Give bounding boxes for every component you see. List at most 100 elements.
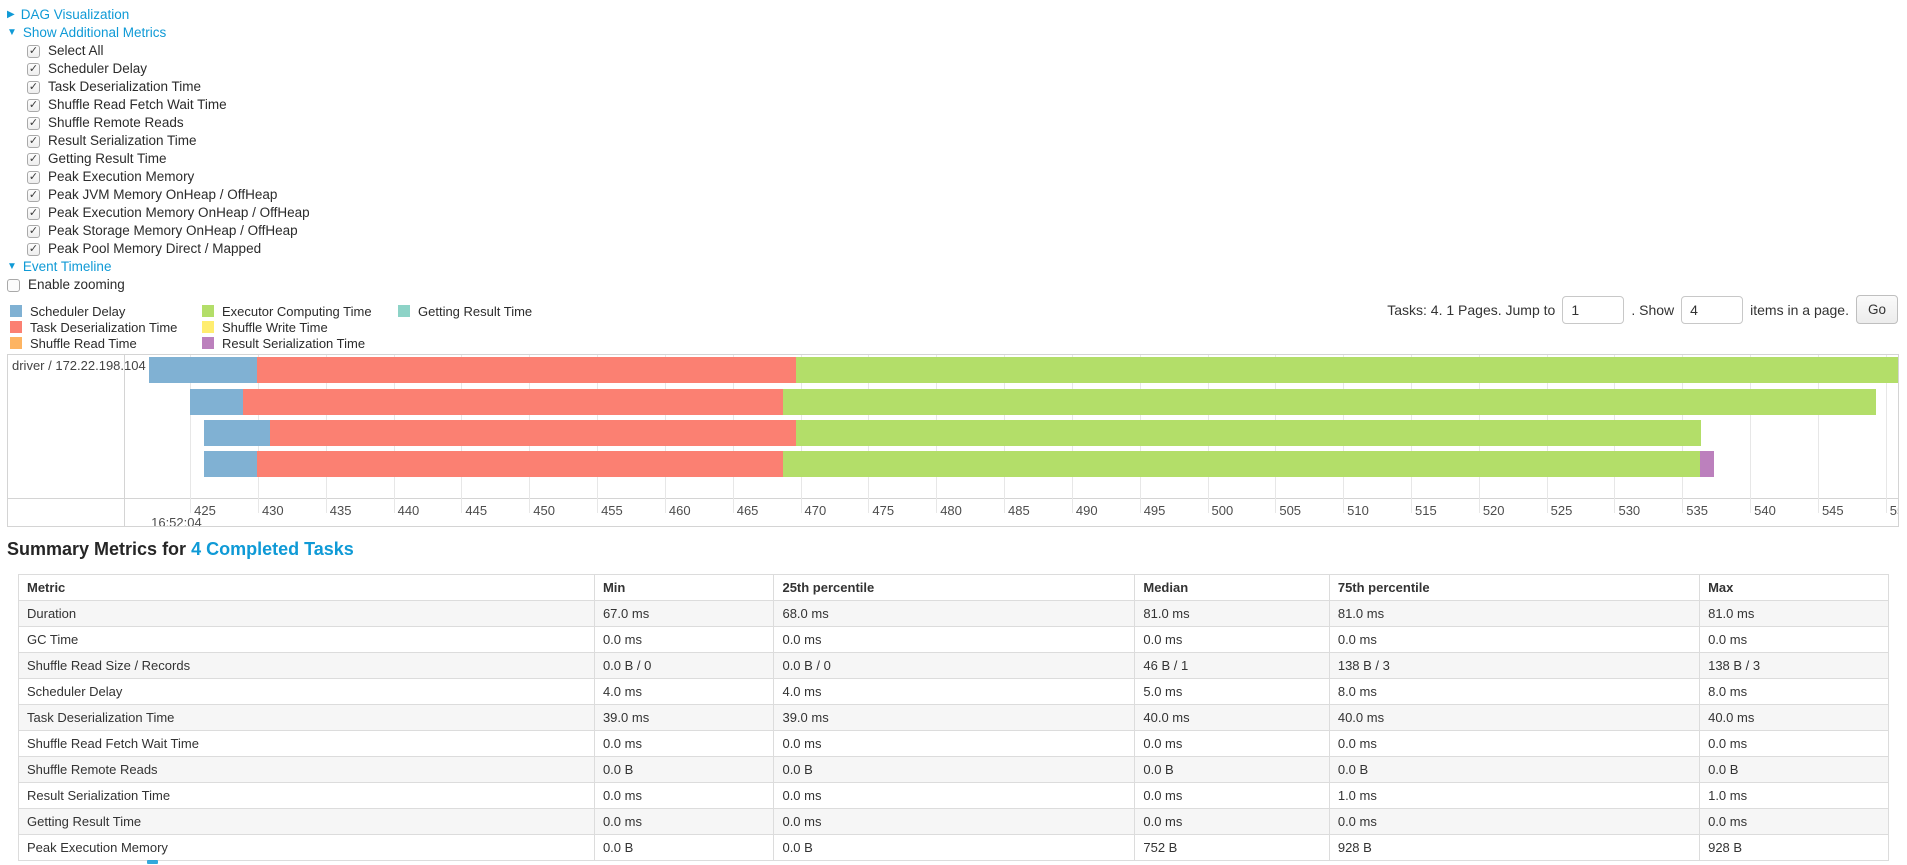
legend-label: Shuffle Write Time xyxy=(222,319,328,335)
task-bar-segment-scheduler_delay[interactable] xyxy=(203,451,257,477)
metric-value-cell: 40.0 ms xyxy=(1328,704,1701,731)
expanded-arrow-icon: ▼ xyxy=(7,261,17,272)
timeline-gridline xyxy=(1885,355,1887,513)
metric-checkbox-label: Peak Execution Memory OnHeap / OffHeap xyxy=(48,205,310,220)
timeline-plot-area: 425 430 435 440 445 450 455 460 465 470 475 480 485 4… xyxy=(125,355,1898,526)
metric-checkbox-row: ✓ Result Serialization Time xyxy=(27,132,310,150)
task-bar-segment-executor_computing[interactable] xyxy=(796,357,1898,383)
task-bar-segment-result_serialization[interactable] xyxy=(1699,451,1714,477)
timeline-tick-label: 455 xyxy=(601,503,623,518)
legend-label: Shuffle Read Time xyxy=(30,335,137,351)
metric-value-cell: 0.0 ms xyxy=(773,626,1136,653)
metric-checkbox-label: Peak Execution Memory xyxy=(48,169,195,184)
dag-visualization-label: DAG Visualization xyxy=(20,7,130,22)
task-bar-segment-scheduler_delay[interactable] xyxy=(190,389,243,415)
metric-checkbox[interactable]: ✓ xyxy=(27,170,40,184)
metric-checkbox-label: Select All xyxy=(48,43,104,58)
metric-value-cell: 0.0 ms xyxy=(773,730,1136,757)
tasks-pagination-mid-label: . Show xyxy=(1631,301,1675,318)
metric-checkbox-label: Shuffle Read Fetch Wait Time xyxy=(48,97,227,112)
timeline-tick-label: 430 xyxy=(261,503,284,518)
timeline-tick-label: 510 xyxy=(1347,503,1369,518)
metric-value-cell: 0.0 B xyxy=(1134,756,1330,783)
timeline-tick-label: 440 xyxy=(397,503,420,518)
metric-value-cell: 0.0 B / 0 xyxy=(773,652,1136,679)
metric-name-cell: Task Deserialization Time xyxy=(18,704,595,731)
metric-value-cell: 0.0 ms xyxy=(1134,782,1330,809)
metric-value-cell: 0.0 ms xyxy=(593,782,775,809)
timeline-tick-label: 500 xyxy=(1211,503,1234,518)
collapsed-arrow-icon: ▶ xyxy=(7,9,15,20)
task-bar-segment-executor_computing[interactable] xyxy=(796,420,1702,446)
task-bar-segment-task_deserialization[interactable] xyxy=(256,357,797,383)
metric-value-cell: 0.0 ms xyxy=(1699,626,1889,653)
enable-zooming-checkbox[interactable] xyxy=(7,278,20,292)
metric-checkbox-row: ✓ Select All xyxy=(27,42,310,60)
timeline-gridline xyxy=(190,355,192,513)
metric-name-cell: Result Serialization Time xyxy=(18,782,595,809)
metric-value-cell: 8.0 ms xyxy=(1328,678,1701,705)
legend-item: Scheduler Delay xyxy=(10,303,202,319)
metric-name-cell: Shuffle Remote Reads xyxy=(18,756,595,783)
tasks-pagination-suffix-label: items in a page. xyxy=(1750,301,1849,318)
show-additional-metrics-link[interactable]: ▼ Show Additional Metrics xyxy=(7,24,310,42)
metric-value-cell: 0.0 B xyxy=(593,756,775,783)
metric-checkbox[interactable]: ✓ xyxy=(27,206,40,220)
metric-checkbox[interactable]: ✓ xyxy=(27,242,40,256)
task-bar-segment-executor_computing[interactable] xyxy=(782,389,1877,415)
event-timeline-label: Event Timeline xyxy=(22,259,112,274)
legend-label: Getting Result Time xyxy=(418,303,533,319)
metric-checkbox[interactable]: ✓ xyxy=(27,80,40,94)
metric-checkbox[interactable]: ✓ xyxy=(27,188,40,202)
metric-checkbox-label: Peak JVM Memory OnHeap / OffHeap xyxy=(48,187,278,202)
go-button[interactable]: Go xyxy=(1855,295,1898,324)
legend-swatch xyxy=(398,305,410,317)
metric-checkbox[interactable]: ✓ xyxy=(27,134,40,148)
summary-metrics-title: Summary Metrics for 4 Completed Tasks xyxy=(7,539,354,560)
metric-checkbox[interactable]: ✓ xyxy=(27,116,40,130)
task-bar-segment-task_deserialization[interactable] xyxy=(256,451,783,477)
timeline-tick-label: 460 xyxy=(668,503,691,518)
metric-value-cell: 138 B / 3 xyxy=(1699,652,1889,679)
metric-value-cell: 46 B / 1 xyxy=(1134,652,1330,679)
metric-checkbox[interactable]: ✓ xyxy=(27,44,40,58)
legend-item: Task Deserialization Time xyxy=(10,319,202,335)
metric-checkbox[interactable]: ✓ xyxy=(27,152,40,166)
metric-checkbox[interactable]: ✓ xyxy=(27,98,40,112)
tasks-pagination-label: Tasks: 4. 1 Pages. Jump to xyxy=(1387,301,1556,318)
dag-visualization-link[interactable]: ▶ DAG Visualization xyxy=(7,6,310,24)
show-items-input[interactable] xyxy=(1681,295,1744,324)
metric-value-cell: 0.0 B xyxy=(773,834,1136,861)
metric-value-cell: 39.0 ms xyxy=(773,704,1136,731)
task-bar-segment-task_deserialization[interactable] xyxy=(243,389,783,415)
completed-tasks-link[interactable]: 4 Completed Tasks xyxy=(191,539,354,559)
expanded-arrow-icon: ▼ xyxy=(7,27,17,38)
timeline-major-tick-label: 16:52:04 xyxy=(151,515,202,526)
timeline-tick-label: 505 xyxy=(1279,503,1302,518)
table-header-cell: Max xyxy=(1699,574,1889,601)
task-bar-segment-task_deserialization[interactable] xyxy=(270,420,797,446)
metric-value-cell: 0.0 ms xyxy=(1328,626,1701,653)
jump-to-page-input[interactable] xyxy=(1562,295,1625,324)
metric-checkbox-row: ✓ Shuffle Remote Reads xyxy=(27,114,310,132)
legend-item: Result Serialization Time xyxy=(202,335,398,351)
metric-checkbox-row: ✓ Peak Storage Memory OnHeap / OffHeap xyxy=(27,222,310,240)
executor-group-pane: driver / 172.22.198.104 xyxy=(8,355,146,526)
event-timeline-link[interactable]: ▼ Event Timeline xyxy=(7,258,310,276)
table-row: Result Serialization Time 0.0 ms 0.0 ms 0.0… xyxy=(18,782,1889,809)
executor-group-label: driver / 172.22.198.104 xyxy=(12,358,146,373)
metric-value-cell: 4.0 ms xyxy=(773,678,1136,705)
timeline-tick-label: 550 xyxy=(1889,503,1898,518)
metric-checkbox-label: Task Deserialization Time xyxy=(48,79,202,94)
metric-checkbox[interactable]: ✓ xyxy=(27,224,40,238)
metric-checkbox[interactable]: ✓ xyxy=(27,62,40,76)
timeline-tick-label: 525 xyxy=(1550,503,1573,518)
timeline-tick-label: 470 xyxy=(804,503,827,518)
task-bar-segment-scheduler_delay[interactable] xyxy=(149,357,257,383)
legend-swatch xyxy=(10,305,22,317)
task-bar-segment-executor_computing[interactable] xyxy=(782,451,1700,477)
metric-value-cell: 0.0 ms xyxy=(1328,808,1701,835)
show-additional-metrics-label: Show Additional Metrics xyxy=(22,25,167,40)
table-header-cell: Metric xyxy=(18,574,595,601)
task-bar-segment-scheduler_delay[interactable] xyxy=(203,420,271,446)
